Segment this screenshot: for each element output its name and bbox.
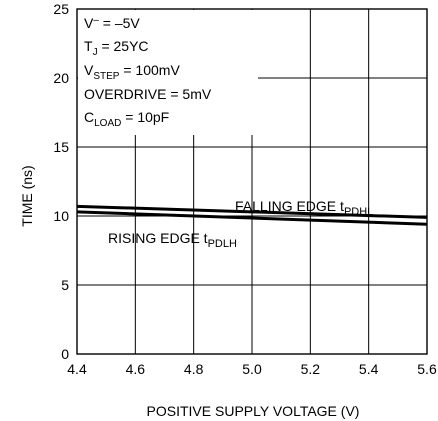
annotation-background [78,10,258,135]
series-line-rising-edge [76,210,428,226]
x-tick-label: 5.6 [417,361,437,377]
falling-edge-label: FALLING EDGE tPDHL [235,198,373,218]
annotation-line: VSTEP = 100mV [84,62,180,82]
annotation-superscript: – [93,15,99,26]
annotation-main: V [84,15,94,31]
y-tick-label: 5 [61,277,69,293]
x-tick-label: 4.4 [67,361,87,377]
annotation-main: C [84,109,94,125]
annotation-main: T [84,38,93,54]
x-tick-label: 5.2 [301,361,321,377]
series-name: RISING EDGE t [108,230,208,246]
annotation-value: = –5V [99,15,141,31]
annotation-subscript: STEP [93,71,119,82]
x-axis-title: POSITIVE SUPPLY VOLTAGE (V) [147,403,360,419]
annotation-value: = 10pF [121,109,169,125]
y-tick-label: 10 [53,208,69,224]
series-line-falling-edge [76,204,428,219]
annotation-subscript: J [93,47,98,58]
annotation-main: V [84,62,94,78]
x-tick-label: 5.4 [359,361,379,377]
plot-frame [76,8,428,355]
y-tick-label: 15 [53,139,69,155]
annotation-value: = 25ΥC [98,38,149,54]
series-group [76,204,428,226]
series-name: FALLING EDGE t [235,198,344,214]
annotation-line: CLOAD = 10pF [84,109,169,129]
annotation-line: V– = –5V [84,15,140,31]
y-axis-title: TIME (ns) [19,165,35,226]
annotation-main: OVERDRIVE = 5mV [84,86,212,102]
series-name-subscript: PDHL [344,206,373,218]
annotation-line: TJ = 25ΥC [84,38,149,58]
annotation-value: = 100mV [119,62,180,78]
x-tick-label: 5.0 [242,361,262,377]
y-tick-label: 0 [61,346,69,362]
series-name-subscript: PDLH [208,238,237,250]
rising-edge-label: RISING EDGE tPDLH [108,230,237,250]
y-tick-label: 20 [53,70,69,86]
annotation-line: OVERDRIVE = 5mV [84,86,212,102]
x-tick-label: 4.6 [126,361,146,377]
series-labels: FALLING EDGE tPDHL RISING EDGE tPDLH [108,198,373,250]
x-tick-label: 4.8 [184,361,204,377]
tick-labels: 4.4 4.6 4.8 5.0 5.2 5.4 5.6 0 5 10 15 20 25 [53,1,437,377]
annotation-subscript: LOAD [94,118,121,129]
y-tick-label: 25 [53,1,69,17]
